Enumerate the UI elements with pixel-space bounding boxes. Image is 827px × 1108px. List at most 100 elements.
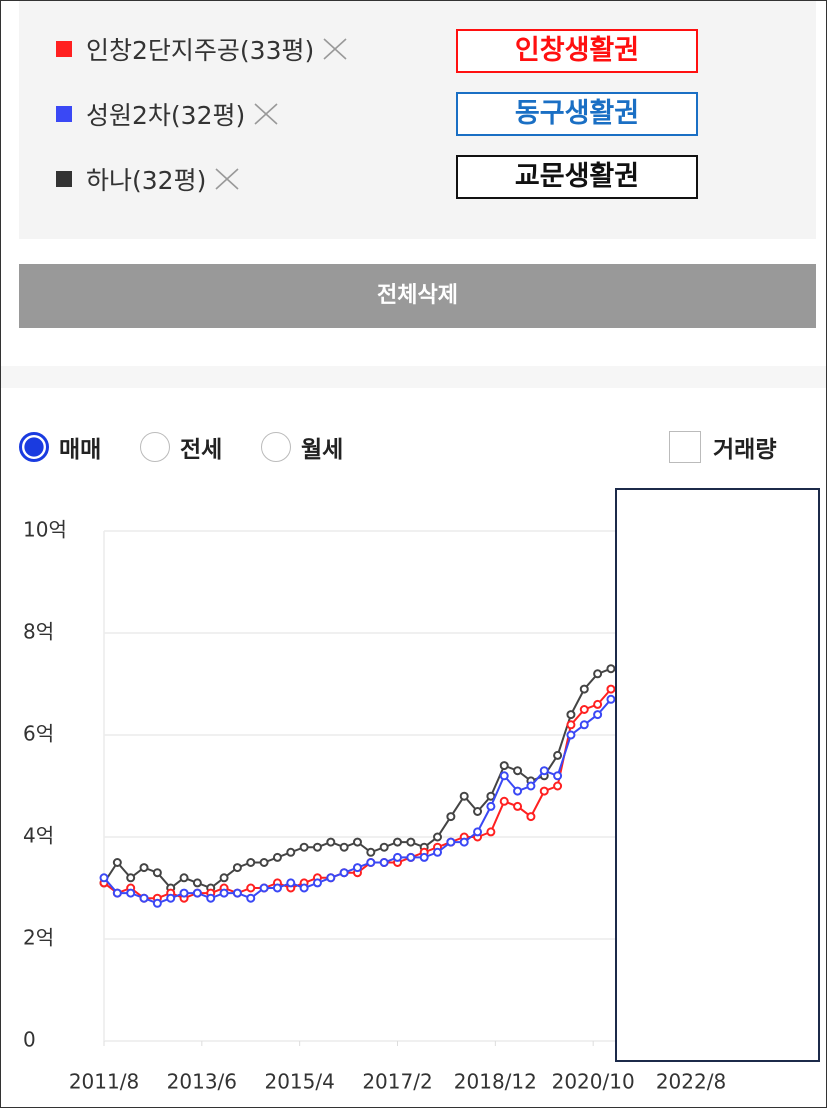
data-point: [272, 883, 282, 893]
x-tick-label: 2013/6: [167, 1070, 237, 1094]
remove-icon[interactable]: [245, 102, 281, 126]
legend-item: 성원2차(32평): [56, 94, 281, 134]
data-point: [286, 847, 296, 857]
data-point: [152, 898, 162, 908]
x-tick-label: 2011/8: [69, 1070, 139, 1094]
data-point: [179, 873, 189, 883]
data-point: [593, 710, 603, 720]
data-point: [232, 888, 242, 898]
radio-circle[interactable]: [261, 432, 291, 462]
data-point: [579, 720, 589, 730]
data-point: [192, 878, 202, 888]
data-point: [246, 858, 256, 867]
data-point: [126, 873, 136, 883]
x-tick-label: 2015/4: [264, 1070, 334, 1094]
data-point: [446, 837, 456, 847]
radio-option[interactable]: 매매: [19, 429, 101, 465]
data-point: [312, 878, 322, 888]
data-point: [179, 888, 189, 898]
data-point: [539, 766, 549, 776]
data-point: [606, 664, 616, 674]
radio-label: 월세: [301, 437, 344, 463]
data-point: [312, 842, 322, 852]
legend-swatch: [56, 41, 72, 57]
separator: [1, 366, 826, 388]
data-point: [139, 863, 149, 873]
region-tag[interactable]: 교문생활권: [456, 155, 698, 199]
data-point: [152, 868, 162, 878]
data-point: [232, 863, 242, 873]
data-point: [206, 893, 216, 903]
data-point: [299, 842, 309, 852]
data-point: [473, 807, 483, 816]
data-point: [99, 873, 109, 883]
data-point: [272, 852, 282, 862]
data-point: [433, 832, 443, 842]
data-point: [219, 873, 229, 883]
y-tick-label: 4억: [23, 824, 54, 848]
data-point: [259, 858, 269, 867]
legend-label: 하나(32평): [86, 166, 207, 195]
data-point: [499, 761, 509, 771]
legend-label: 인창2단지주공(33평): [86, 36, 315, 65]
data-point: [579, 684, 589, 694]
data-point: [326, 837, 336, 847]
data-point: [513, 786, 523, 796]
y-tick-label: 2억: [23, 926, 54, 950]
data-point: [473, 827, 483, 837]
data-point: [606, 684, 616, 694]
data-point: [219, 888, 229, 898]
y-tick-label: 8억: [23, 620, 54, 644]
delete-all-button[interactable]: 전체삭제: [19, 264, 816, 328]
region-tag[interactable]: 인창생활권: [456, 29, 698, 73]
volume-checkbox[interactable]: 거래량: [669, 429, 776, 465]
data-point: [393, 852, 402, 862]
data-point: [459, 791, 469, 801]
data-point: [593, 669, 603, 679]
radio-option[interactable]: 전세: [140, 429, 222, 465]
data-point: [326, 873, 336, 883]
x-tick-label: 2017/2: [362, 1070, 432, 1094]
data-point: [419, 852, 429, 862]
data-point: [486, 801, 496, 811]
x-tick-label: 2022/8: [656, 1070, 726, 1094]
data-point: [192, 888, 202, 898]
series-line: [103, 667, 612, 890]
data-point: [112, 858, 122, 867]
remove-icon[interactable]: [206, 167, 242, 191]
checkbox-label: 거래량: [713, 437, 777, 463]
data-point: [366, 858, 376, 867]
legend-item: 하나(32평): [56, 159, 242, 199]
y-tick-label: 10억: [23, 518, 67, 542]
data-point: [539, 786, 549, 796]
data-point: [246, 893, 256, 903]
data-point: [553, 750, 563, 760]
radio-option[interactable]: 월세: [261, 429, 343, 465]
legend-item: 인창2단지주공(33평): [56, 29, 350, 69]
redaction-box: [615, 488, 820, 1062]
data-point: [566, 710, 576, 720]
data-point: [352, 837, 362, 847]
data-point: [379, 842, 389, 852]
data-point: [553, 781, 563, 791]
data-point: [579, 705, 589, 714]
data-point: [566, 730, 576, 740]
data-point: [366, 847, 376, 857]
data-point: [459, 837, 469, 847]
data-point: [286, 878, 296, 888]
data-point: [139, 893, 149, 903]
radio-circle[interactable]: [19, 432, 49, 462]
x-tick-label: 2020/10: [552, 1070, 635, 1094]
remove-icon[interactable]: [314, 37, 350, 61]
radio-label: 전세: [180, 437, 223, 463]
radio-circle[interactable]: [140, 432, 170, 462]
region-tag[interactable]: 동구생활권: [456, 92, 698, 136]
checkbox-box[interactable]: [669, 431, 701, 463]
data-point: [379, 858, 389, 867]
legend-swatch: [56, 171, 72, 187]
data-point: [112, 888, 122, 898]
data-point: [393, 837, 402, 847]
data-point: [499, 796, 509, 806]
radio-label: 매매: [59, 437, 102, 463]
